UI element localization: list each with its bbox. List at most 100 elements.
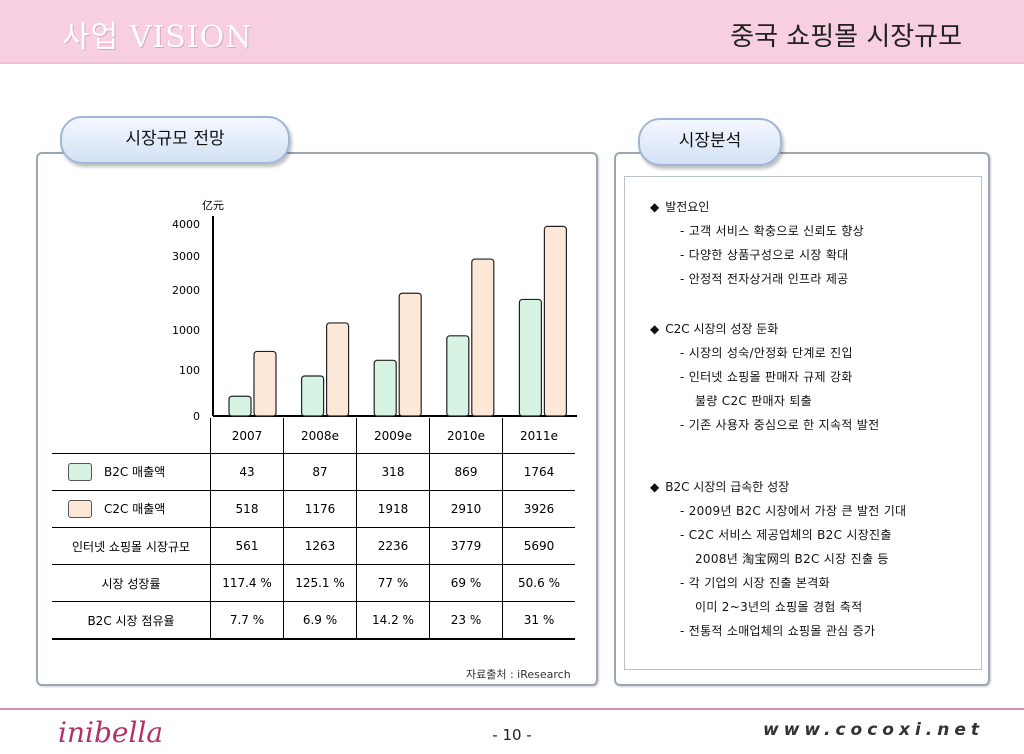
table-cell: 31 % [502, 601, 575, 640]
year-header-row: 2007 2008e 2009e 2010e 2011e [52, 418, 575, 454]
y-tick-label: 1000 [172, 324, 200, 337]
page-title: 중국 쇼핑몰 시장규모 [730, 22, 962, 52]
market-analysis-tab: 시장분석 [638, 118, 782, 166]
table-cell: 1764 [502, 453, 575, 491]
analysis-line: - 인터넷 쇼핑몰 판매자 규제 강화 [680, 370, 853, 384]
table-cell: 869 [429, 453, 503, 491]
row-label: 인터넷 쇼핑몰 시장규모 [71, 539, 191, 554]
year-label: 2010e [429, 418, 503, 454]
table-cell: 3779 [429, 527, 503, 565]
analysis-line: - C2C 서비스 제공업체의 B2C 시장진출 [680, 528, 892, 542]
year-label: 2011e [502, 418, 575, 454]
row-label: B2C 매출액 [104, 464, 166, 479]
analysis-line: - 안정적 전자상거래 인프라 제공 [680, 272, 849, 286]
c2c-bar [326, 322, 350, 417]
b2c-bar [228, 395, 252, 417]
heading-text: B2C 시장의 급속한 성장 [665, 480, 790, 494]
analysis-line: - 전통적 소매업체의 쇼핑몰 관심 증가 [680, 624, 876, 638]
analysis-heading: ◆ B2C 시장의 급속한 성장 [650, 478, 789, 495]
heading-text: C2C 시장의 성장 둔화 [665, 322, 779, 336]
data-source: 자료출처 : iResearch [466, 668, 571, 681]
y-tick-label: 2000 [172, 284, 200, 297]
website-url: www.cocoxi.net [762, 720, 984, 740]
brand-logo: inibella [58, 716, 164, 749]
y-tick-label: 4000 [172, 218, 200, 231]
table-cell: 561 [210, 527, 284, 565]
y-tick-label: 100 [179, 364, 200, 377]
analysis-heading: ◆ 발전요인 [650, 198, 709, 215]
b2c-bar [301, 375, 325, 417]
analysis-line: 2008년 淘宝网의 B2C 시장 진출 등 [695, 552, 889, 566]
table-cell: 2236 [356, 527, 430, 565]
table-cell: 87 [283, 453, 357, 491]
analysis-line: - 각 기업의 시장 진출 본격화 [680, 576, 830, 590]
table-cell: 125.1 % [283, 564, 357, 602]
analysis-line: - 고객 서비스 확충으로 신뢰도 향상 [680, 224, 864, 238]
table-cell: 1263 [283, 527, 357, 565]
row-label: 시장 성장률 [101, 576, 161, 591]
page-number: - 10 - [492, 726, 532, 744]
c2c-bar [543, 225, 567, 417]
diamond-bullet-icon: ◆ [650, 322, 660, 336]
legend-swatch [68, 500, 92, 519]
analysis-inner-box [624, 176, 982, 670]
analysis-line: 이미 2~3년의 쇼핑몰 경험 축적 [695, 600, 863, 614]
table-row: B2C 매출액 43 87 318 869 1764 [52, 453, 575, 491]
row-label-cell: C2C 매출액 [52, 490, 211, 528]
table-cell: 77 % [356, 564, 430, 602]
analysis-line: - 다양한 상품구성으로 시장 확대 [680, 248, 849, 262]
diamond-bullet-icon: ◆ [650, 200, 660, 214]
analysis-line: - 2009년 B2C 시장에서 가장 큰 발전 기대 [680, 504, 907, 518]
table-row: 시장 성장률 117.4 % 125.1 % 77 % 69 % 50.6 % [52, 564, 575, 602]
table-cell: 3926 [502, 490, 575, 528]
year-label: 2007 [210, 418, 284, 454]
y-tick-label: 0 [193, 410, 200, 423]
table-row: C2C 매출액 518 1176 1918 2910 3926 [52, 490, 575, 528]
table-cell: 318 [356, 453, 430, 491]
section-title: 사업 VISION [62, 20, 253, 55]
market-size-tab: 시장규모 전망 [60, 116, 290, 164]
row-label-cell: B2C 매출액 [52, 453, 211, 491]
c2c-bar [253, 350, 277, 417]
analysis-line: - 시장의 성숙/안정화 단계로 진입 [680, 346, 853, 360]
row-label-cell: B2C 시장 점유율 [52, 601, 211, 640]
y-axis-unit: 亿元 [202, 199, 224, 212]
diamond-bullet-icon: ◆ [650, 480, 660, 494]
table-cell: 6.9 % [283, 601, 357, 640]
table-row: B2C 시장 점유율 7.7 % 6.9 % 14.2 % 23 % 31 % [52, 601, 575, 640]
row-label-cell: 인터넷 쇼핑몰 시장규모 [52, 527, 211, 565]
footer-divider [0, 708, 1024, 710]
c2c-bar [471, 258, 495, 417]
table-cell: 50.6 % [502, 564, 575, 602]
market-data-table: 2007 2008e 2009e 2010e 2011e B2C 매출액 43 87… [52, 418, 575, 640]
heading-text: 발전요인 [665, 200, 710, 214]
table-cell: 7.7 % [210, 601, 284, 640]
legend-swatch [68, 463, 92, 482]
analysis-line: - 기존 사용자 중심으로 한 지속적 발전 [680, 418, 880, 432]
table-cell: 14.2 % [356, 601, 430, 640]
row-label: B2C 시장 점유율 [87, 613, 175, 628]
table-cell: 43 [210, 453, 284, 491]
table-cell: 69 % [429, 564, 503, 602]
table-cell: 1918 [356, 490, 430, 528]
header-bar: 사업 VISION 중국 쇼핑몰 시장규모 [0, 0, 1024, 64]
b2c-bar [518, 298, 542, 417]
row-label-cell: 시장 성장률 [52, 564, 211, 602]
b2c-bar [446, 335, 470, 417]
table-cell: 1176 [283, 490, 357, 528]
table-cell: 518 [210, 490, 284, 528]
year-label: 2008e [283, 418, 357, 454]
table-cell: 5690 [502, 527, 575, 565]
row-label: C2C 매출액 [104, 501, 166, 516]
b2c-bar [373, 359, 397, 417]
table-cell: 23 % [429, 601, 503, 640]
analysis-line: 불량 C2C 판매자 퇴출 [695, 394, 813, 408]
table-cell: 117.4 % [210, 564, 284, 602]
table-cell: 2910 [429, 490, 503, 528]
c2c-bar [398, 292, 422, 417]
y-tick-label: 3000 [172, 250, 200, 263]
table-row: 인터넷 쇼핑몰 시장규모 561 1263 2236 3779 5690 [52, 527, 575, 565]
analysis-heading: ◆ C2C 시장의 성장 둔화 [650, 320, 778, 337]
year-label: 2009e [356, 418, 430, 454]
